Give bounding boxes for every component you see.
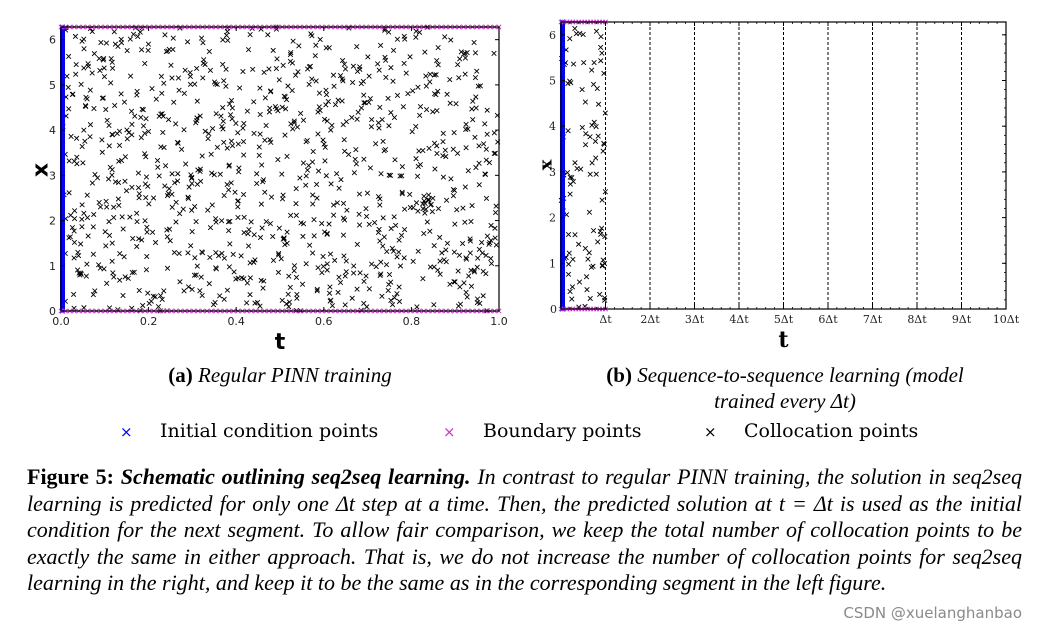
svg-text:2: 2 — [49, 215, 56, 228]
svg-text:6: 6 — [49, 34, 56, 47]
svg-text:3: 3 — [49, 169, 56, 182]
x-marker-icon: × — [704, 423, 717, 441]
subcaption-b-text-line1: Sequence-to-sequence learning (model — [637, 363, 964, 387]
subcaption-b: (b) Sequence-to-sequence learning (model… — [540, 362, 1030, 414]
svg-text:10Δt: 10Δt — [993, 313, 1020, 326]
legend-label: Initial condition points — [160, 420, 379, 442]
subcaption-b-text-line2: trained every Δt) — [714, 389, 856, 413]
svg-text:0: 0 — [550, 303, 557, 316]
svg-text:0.4: 0.4 — [227, 315, 245, 328]
subcaption-a-label: (a) — [168, 363, 193, 387]
svg-text:0.8: 0.8 — [403, 315, 421, 328]
y-axis-label: x — [29, 163, 54, 177]
legend-label: Collocation points — [744, 420, 919, 442]
plot-a-frame — [60, 26, 500, 312]
collocation-points — [558, 25, 608, 310]
x-marker-icon: × — [443, 423, 456, 441]
legend-item-initial: × Initial condition points — [120, 420, 378, 442]
figure-caption: Figure 5: Schematic outlining seq2seq le… — [27, 464, 1022, 597]
svg-text:6: 6 — [549, 29, 556, 42]
svg-text:3: 3 — [549, 166, 556, 179]
svg-text:0.0: 0.0 — [52, 315, 70, 328]
svg-text:4: 4 — [549, 120, 556, 133]
figure-body: In contrast to regular PINN training, th… — [27, 464, 1023, 596]
svg-text:1.0: 1.0 — [490, 315, 508, 328]
y-axis-ticks: 1 2 3 4 5 6 — [549, 29, 1006, 310]
watermark: CSDN @xuelanghanbao — [843, 604, 1022, 622]
plot-b-seq2seq: Δt 2Δt 3Δt 4Δt 5Δt 6Δt 7Δt 8Δt 9Δt 10Δt 0 1 2 3 4 5 6 t… — [535, 19, 1020, 353]
svg-text:2Δt: 2Δt — [640, 313, 660, 326]
legend-item-collocation: × Collocation points — [704, 420, 918, 442]
plot-a-regular-pinn: 0.0 0.2 0.4 0.6 0.8 1.0 0 1 2 3 4 5 6 t x — [29, 24, 508, 355]
plot-b-frame — [560, 21, 1007, 310]
svg-text:6Δt: 6Δt — [818, 313, 838, 326]
y-axis-label: x — [535, 159, 556, 170]
legend-label: Boundary points — [483, 420, 642, 442]
svg-text:0.2: 0.2 — [140, 315, 158, 328]
svg-text:3Δt: 3Δt — [685, 313, 705, 326]
svg-text:2: 2 — [549, 212, 556, 225]
svg-text:1: 1 — [49, 260, 56, 273]
svg-text:4: 4 — [49, 124, 56, 137]
figure-label: Figure 5: — [27, 464, 115, 489]
figure-plots: 0.0 0.2 0.4 0.6 0.8 1.0 0 1 2 3 4 5 6 t x Δt 2Δt 3Δt 4… — [29, 19, 1020, 355]
y-axis-ticks: 0 1 2 3 4 5 6 — [49, 34, 499, 318]
legend: × Initial condition points × Boundary poin… — [0, 420, 1044, 448]
collocation-points — [59, 24, 501, 314]
segment-dashed-lines — [605, 22, 962, 309]
svg-text:5Δt: 5Δt — [774, 313, 794, 326]
svg-text:7Δt: 7Δt — [863, 313, 883, 326]
svg-text:Δt: Δt — [599, 313, 612, 326]
svg-text:5: 5 — [549, 74, 556, 87]
svg-text:0: 0 — [49, 305, 56, 318]
svg-text:9Δt: 9Δt — [952, 313, 972, 326]
x-axis-label: t — [778, 327, 789, 353]
svg-text:0.6: 0.6 — [315, 315, 333, 328]
figure-title: Schematic outlining seq2seq learning. — [120, 464, 471, 489]
subcaption-a: (a) Regular PINN training — [60, 362, 500, 388]
svg-text:1: 1 — [549, 257, 556, 270]
svg-text:4Δt: 4Δt — [729, 313, 749, 326]
x-axis-label: t — [275, 330, 286, 355]
svg-text:5: 5 — [49, 79, 56, 92]
legend-item-boundary: × Boundary points — [443, 420, 642, 442]
subcaption-a-text: Regular PINN training — [198, 363, 392, 387]
svg-text:8Δt: 8Δt — [907, 313, 927, 326]
subcaption-b-label: (b) — [606, 363, 632, 387]
x-marker-icon: × — [120, 423, 133, 441]
x-axis-ticks: 0.0 0.2 0.4 0.6 0.8 1.0 — [52, 27, 508, 328]
x-axis-ticks: Δt 2Δt 3Δt 4Δt 5Δt 6Δt 7Δt 8Δt 9Δt 10Δt 0 — [550, 22, 1020, 326]
